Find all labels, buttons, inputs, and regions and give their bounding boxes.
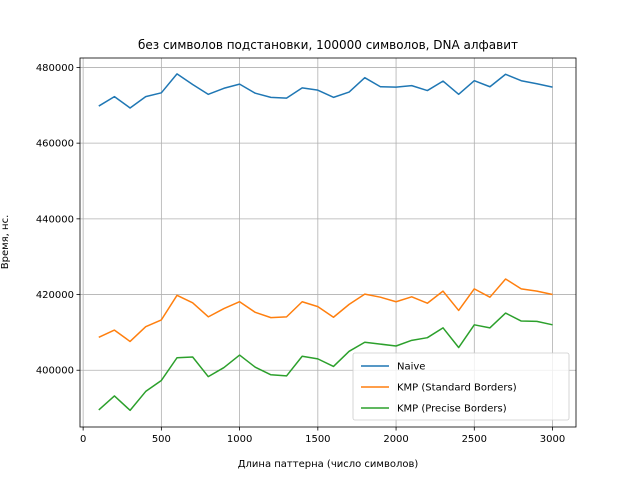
y-axis-label: Время, нс. [0, 215, 11, 270]
y-axis-ticks: 400000 420000 440000 460000 480000 [36, 63, 80, 377]
series-lines [98, 73, 553, 412]
y-tick-label: 460000 [36, 139, 74, 150]
legend-label-2: KMP (Precise Borders) [397, 404, 507, 415]
x-tick-label: 1000 [227, 434, 252, 445]
x-tick-label: 500 [152, 434, 171, 445]
x-tick-label: 1500 [305, 434, 330, 445]
x-tick-label: 2000 [383, 434, 408, 445]
legend-box [352, 352, 570, 421]
y-tick-label: 480000 [36, 63, 74, 74]
x-axis-ticks: 0 500 1000 1500 2000 2500 3000 [80, 427, 565, 445]
x-tick-label: 2500 [462, 434, 487, 445]
plot-frame [79, 57, 577, 428]
x-tick-label: 0 [80, 434, 86, 445]
x-tick-label: 3000 [540, 434, 565, 445]
y-tick-label: 440000 [36, 214, 74, 225]
series-line-0 [98, 73, 553, 109]
x-axis-label: Длина паттерна (число символов) [238, 459, 419, 470]
legend-label-1: KMP (Standard Borders) [397, 383, 517, 394]
chart-title: без символов подстановки, 100000 символо… [138, 38, 518, 52]
y-tick-label: 420000 [36, 290, 74, 301]
legend: Naive KMP (Standard Borders) KMP (Precise … [352, 352, 570, 421]
y-tick-label: 400000 [36, 366, 74, 377]
legend-label-0: Naive [397, 362, 425, 373]
series-line-2 [98, 312, 553, 412]
series-line-1 [98, 278, 553, 343]
